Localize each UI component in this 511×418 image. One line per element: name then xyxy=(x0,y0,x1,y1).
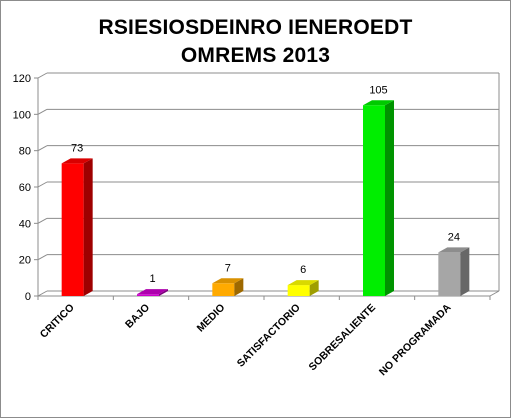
bar-side xyxy=(234,278,244,296)
category-label: SATISFACTORIO xyxy=(235,302,303,370)
bar xyxy=(212,283,235,296)
y-tick-label: 80 xyxy=(19,146,31,158)
bar-top xyxy=(438,247,470,253)
data-label: 24 xyxy=(448,231,460,243)
bar-top xyxy=(137,289,168,295)
bar-top xyxy=(363,100,394,106)
y-tick-label: 60 xyxy=(19,182,31,194)
y-tick-label: 100 xyxy=(13,109,31,121)
bar-top xyxy=(61,158,93,164)
bar-side xyxy=(385,100,394,296)
y-tick-label: 0 xyxy=(25,291,31,303)
floor-edge xyxy=(489,290,500,297)
bar xyxy=(287,285,310,296)
category-label: BAJO xyxy=(123,302,152,331)
grid-diagonal xyxy=(37,72,48,79)
data-label: 1 xyxy=(149,273,155,285)
bar xyxy=(137,294,159,296)
y-tick-label: 40 xyxy=(19,218,31,230)
grid-diagonal xyxy=(37,145,48,152)
grid-diagonal xyxy=(37,181,48,188)
y-tick-label: 120 xyxy=(13,73,31,85)
bar xyxy=(438,252,461,296)
grid-diagonal xyxy=(37,217,48,224)
category-label: CRITICO xyxy=(38,302,77,341)
bar-side xyxy=(159,289,168,296)
chart-title-line-2: OMREMS 2013 xyxy=(180,44,331,67)
data-label: 73 xyxy=(71,142,83,154)
bar xyxy=(363,105,385,296)
data-label: 7 xyxy=(225,262,231,274)
bar-top xyxy=(287,280,319,286)
grid-diagonal xyxy=(37,108,48,115)
chart-title-line-1: RSIESIOSDEINRO IENEROEDT xyxy=(98,16,413,39)
category-label: NO PROGRAMADA xyxy=(377,301,454,378)
grid-diagonal xyxy=(37,254,48,261)
data-label: 6 xyxy=(300,264,306,276)
category-label: MEDIO xyxy=(195,302,228,335)
bar-side xyxy=(309,280,319,296)
bar-top xyxy=(212,278,244,284)
data-label: 105 xyxy=(369,84,387,96)
bar xyxy=(61,163,84,296)
bar-side xyxy=(460,247,470,296)
y-tick-label: 20 xyxy=(19,255,31,267)
bar-side xyxy=(83,158,93,296)
category-label: SOBRESALIENTE xyxy=(307,302,379,374)
grid-diagonal xyxy=(37,290,48,297)
